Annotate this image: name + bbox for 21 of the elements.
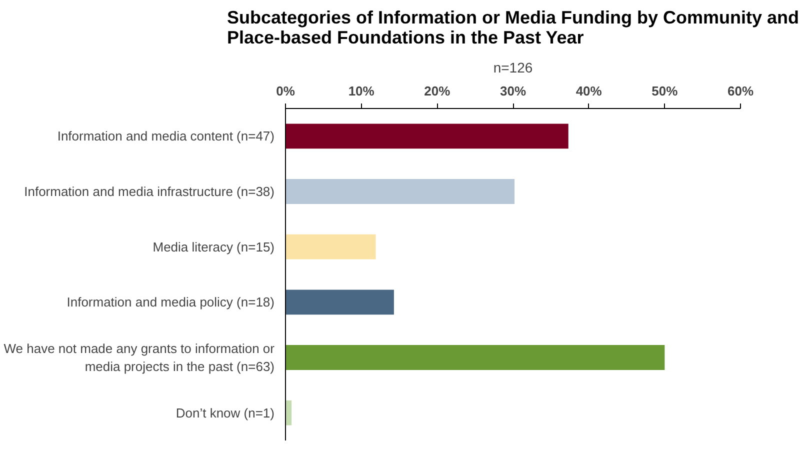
bar bbox=[286, 290, 394, 315]
x-tick-label: 60% bbox=[727, 84, 754, 98]
chart-title: Subcategories of Information or Media Funding by Community and Place-based Foundations in the Past Year bbox=[226, 8, 800, 48]
y-tick-label: Information and media policy (n=18) bbox=[66, 294, 275, 310]
y-tick-label: We have not made any grants to information or media projects in the past (n=63) bbox=[4, 341, 276, 374]
x-tick-label: 10% bbox=[348, 84, 375, 98]
y-tick-label: Information and media infrastructure (n=38) bbox=[24, 184, 275, 199]
bar bbox=[286, 345, 665, 370]
bar bbox=[286, 124, 568, 149]
bar bbox=[286, 400, 292, 426]
x-tick-label: 50% bbox=[652, 84, 678, 98]
y-tick-label: Don’t know (n=1) bbox=[176, 405, 275, 420]
x-tick-label: 30% bbox=[500, 84, 526, 98]
bar bbox=[286, 234, 376, 260]
x-tick-label: 0% bbox=[276, 84, 296, 98]
bar bbox=[286, 179, 515, 204]
x-tick-label: 40% bbox=[576, 84, 602, 98]
y-tick-label: Information and media content (n=47) bbox=[57, 128, 275, 144]
chart-subtitle: n=126 bbox=[493, 60, 533, 76]
y-tick-label: Media literacy (n=15) bbox=[152, 239, 274, 254]
x-tick-label: 20% bbox=[424, 84, 451, 98]
